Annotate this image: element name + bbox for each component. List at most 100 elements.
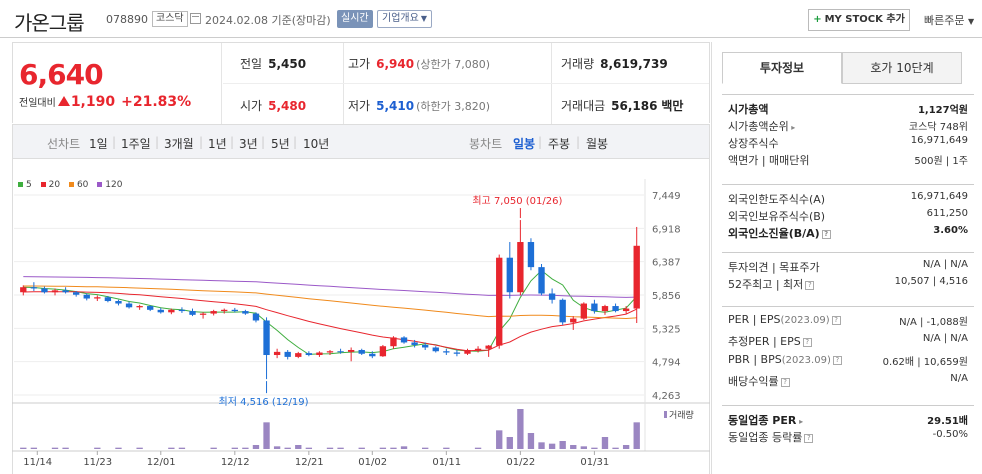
volume-cell: 거래량 8,619,739: [561, 55, 668, 72]
legend-swatch: [68, 182, 74, 187]
volume-bar: [570, 445, 577, 449]
x-tick-label: 01/02: [358, 457, 387, 468]
candle: [284, 351, 291, 357]
candle: [496, 257, 503, 346]
lower-limit: (하한가 3,820): [416, 100, 490, 113]
candle: [633, 245, 640, 309]
volume-bar: [51, 447, 59, 449]
info-row: 52주최고 | 최저? 10,507 | 4,516: [722, 274, 974, 291]
add-mystock-button[interactable]: + MY STOCK 추가: [808, 9, 910, 31]
candle: [432, 347, 439, 352]
legend-ma120: 120: [97, 180, 122, 190]
open-label: 시가: [240, 99, 263, 113]
candle: [527, 242, 535, 268]
info-value: N/A: [950, 373, 968, 384]
high-value: 6,940: [376, 57, 415, 71]
info-value: 10,507 | 4,516: [894, 276, 968, 287]
volume-bar: [242, 447, 249, 449]
volume-bar: [326, 447, 334, 449]
current-price: 6,640: [19, 58, 104, 91]
help-icon[interactable]: ?: [780, 377, 790, 387]
info-label: 동일업종 PER ▸: [728, 414, 804, 427]
period-3y[interactable]: 3년: [239, 137, 258, 151]
period-1y[interactable]: 1년: [208, 137, 227, 151]
volume-bar: [474, 447, 482, 449]
candle: [210, 311, 217, 314]
candle: [474, 348, 482, 350]
y-tick-label: 5,325: [652, 324, 681, 335]
candle: [464, 349, 471, 354]
tab-orderbook[interactable]: 호가 10단계: [842, 52, 962, 84]
price-panel: 6,640 전일대비 1,190 +21.83% 전일 5,450 고가 6,940 (상…: [12, 42, 710, 124]
candle: [601, 306, 609, 312]
candle: [548, 293, 556, 300]
volume-bar: [273, 446, 281, 449]
info-label: 추정PER | EPS?: [728, 333, 812, 349]
tab-investment-info[interactable]: 투자정보: [722, 52, 842, 84]
volume-bar: [496, 430, 503, 449]
candle: [337, 351, 344, 353]
volume-bar: [527, 433, 535, 449]
info-row: 시가총액순위 ▸ 코스닥 748위: [722, 116, 974, 133]
period-monthly[interactable]: 월봉: [586, 137, 609, 151]
candle: [580, 303, 588, 319]
candle: [147, 306, 154, 310]
help-icon[interactable]: ?: [805, 280, 815, 290]
volume-bar: [62, 447, 69, 449]
help-icon[interactable]: ?: [832, 355, 842, 365]
chevron-right-icon[interactable]: ▸: [788, 123, 796, 132]
market-badge: 코스닥: [152, 11, 188, 27]
prev-close-cell: 전일 5,450: [240, 55, 306, 72]
amount-label: 거래대금: [561, 99, 606, 113]
volume-bar: [379, 447, 387, 449]
separator: |: [112, 135, 117, 149]
period-1d[interactable]: 1일: [89, 137, 108, 151]
info-section2: 외국인한도주식수(A) 16,971,649 외국인보유주식수(B) 611,250 외…: [722, 184, 974, 240]
legend-ma20: 20: [40, 180, 60, 190]
period-10y[interactable]: 10년: [303, 137, 330, 151]
amount-cell: 거래대금 56,186 백만: [561, 97, 683, 114]
period-1w[interactable]: 1주일: [121, 137, 151, 151]
candle: [453, 352, 461, 354]
realtime-button[interactable]: 실시간: [337, 10, 373, 28]
candle: [62, 290, 69, 293]
company-overview-label: 기업개요: [382, 13, 419, 24]
help-icon[interactable]: ?: [804, 433, 814, 443]
low-cell: 저가 5,410 (하한가 3,820): [348, 97, 490, 114]
candle: [379, 346, 387, 357]
info-sub: (2023.09): [781, 355, 831, 366]
volume-bar: [295, 445, 302, 449]
candle: [570, 318, 577, 323]
divider: [221, 43, 222, 124]
high-annotation: 최고 7,050 (01/26): [472, 195, 562, 207]
info-value: 29.51배: [927, 416, 968, 427]
y-tick-label: 6,387: [652, 258, 681, 269]
candle: [136, 306, 143, 308]
date-text: 2024.02.08 기준(장마감): [205, 14, 331, 27]
prev-close-value: 5,450: [268, 57, 307, 71]
period-daily[interactable]: 일봉: [513, 137, 536, 151]
chevron-right-icon[interactable]: ▸: [796, 417, 804, 426]
volume-bar: [136, 447, 143, 449]
quick-order-button[interactable]: 빠른주문 ▼: [924, 12, 974, 28]
help-icon[interactable]: ?: [821, 229, 831, 239]
candlestick-chart[interactable]: 7,449 6,918 6,387 5,856 5,325 4,794 4,263 최고 7,…: [12, 159, 710, 474]
period-5y[interactable]: 5년: [271, 137, 290, 151]
info-label: 외국인소진율(B/A)?: [728, 225, 831, 241]
up-triangle-icon: [57, 96, 70, 106]
info-row: 배당수익률? N/A: [722, 371, 974, 391]
help-icon[interactable]: ?: [802, 337, 812, 347]
legend-label: 120: [105, 180, 123, 190]
volume-bar: [115, 447, 122, 449]
period-weekly[interactable]: 주봉: [548, 137, 571, 151]
candle: [326, 351, 334, 353]
info-row: 추정PER | EPS? N/A | N/A: [722, 331, 974, 351]
candle: [422, 344, 429, 348]
info-label: 외국인한도주식수(A): [728, 193, 826, 206]
amount-value: 56,186: [611, 99, 658, 113]
period-3m[interactable]: 3개월: [164, 137, 194, 151]
chevron-down-icon: ▼: [967, 17, 975, 26]
company-overview-button[interactable]: 기업개요 ▼: [377, 10, 432, 28]
help-icon[interactable]: ?: [831, 315, 841, 325]
info-value: 3.60%: [933, 225, 968, 236]
